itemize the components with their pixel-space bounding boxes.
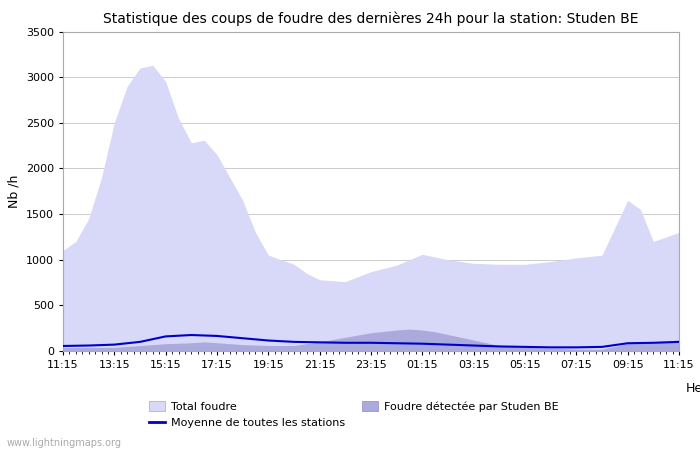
Y-axis label: Nb /h: Nb /h (7, 175, 20, 208)
Title: Statistique des coups de foudre des dernières 24h pour la station: Studen BE: Statistique des coups de foudre des dern… (104, 12, 638, 26)
Text: Heure: Heure (686, 382, 700, 395)
Text: www.lightningmaps.org: www.lightningmaps.org (7, 438, 122, 448)
Legend: Total foudre, Moyenne de toutes les stations, Foudre détectée par Studen BE: Total foudre, Moyenne de toutes les stat… (148, 401, 559, 428)
